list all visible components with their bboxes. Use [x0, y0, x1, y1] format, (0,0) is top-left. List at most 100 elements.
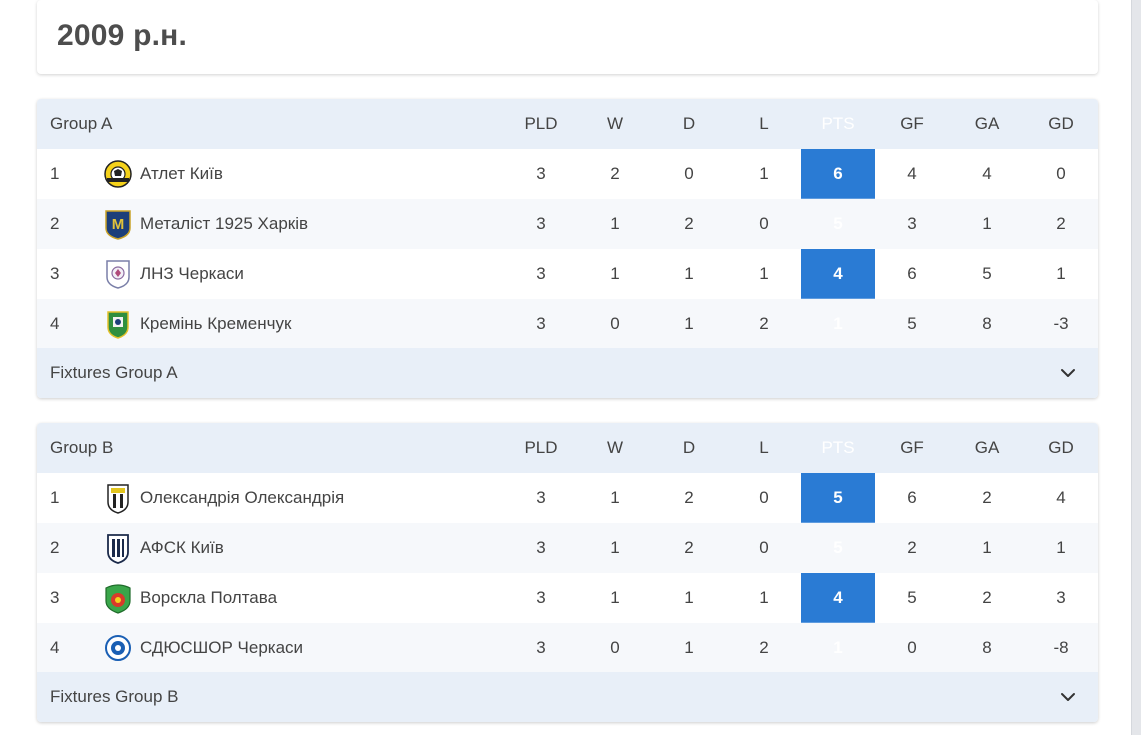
chevron-down-icon[interactable]	[1060, 365, 1076, 381]
fixtures-label: Fixtures Group B	[50, 687, 179, 706]
metalist-1925-crest-icon: M	[105, 210, 131, 240]
cell-pts: 5	[833, 488, 843, 507]
row-position: 3	[50, 264, 60, 283]
cell-pts: 4	[833, 264, 843, 283]
table-header: Group B PLD W D L PTS GF GA GD	[37, 423, 1098, 473]
pts-separator	[801, 248, 875, 249]
cell-ga: 1	[982, 214, 992, 233]
pts-separator	[801, 572, 875, 573]
col-header-d: D	[682, 438, 696, 457]
table-row[interactable]: 3 Ворскла Полтава 3 1 1 1 4 5 2 3	[37, 573, 1098, 623]
row-position: 4	[50, 314, 60, 333]
page-title: 2009 р.н.	[57, 19, 187, 52]
col-header-l: L	[759, 114, 769, 133]
chevron-down-icon[interactable]	[1060, 689, 1076, 705]
col-header-gd: GD	[1048, 438, 1074, 457]
fixtures-label: Fixtures Group A	[50, 363, 178, 382]
cell-pld: 3	[536, 314, 546, 333]
cell-pts: 4	[833, 588, 843, 607]
page-scrollbar[interactable]	[1131, 0, 1141, 735]
team-name[interactable]: Кремінь Кременчук	[140, 314, 292, 333]
cell-l: 0	[759, 214, 769, 233]
fixtures-toggle-group-b[interactable]: Fixtures Group B	[37, 672, 1098, 722]
group-a-table: Group A PLD W D L PTS GF GA GD 1 Атлет К…	[37, 99, 1098, 398]
pts-separator	[801, 522, 875, 523]
kremin-crest-icon	[107, 311, 129, 339]
cell-gf: 0	[907, 638, 917, 657]
team-name[interactable]: Олександрія Олександрія	[140, 488, 345, 507]
cell-l: 0	[759, 538, 769, 557]
cell-l: 0	[759, 488, 769, 507]
vorskla-crest-icon	[105, 584, 131, 614]
col-header-w: W	[606, 438, 624, 457]
cell-gd: -8	[1053, 638, 1069, 657]
cell-w: 1	[610, 488, 620, 507]
cell-l: 2	[759, 314, 769, 333]
cell-gf: 5	[907, 588, 917, 607]
team-name[interactable]: АФСК Київ	[140, 538, 224, 557]
pts-separator	[801, 198, 875, 199]
cell-gd: 1	[1056, 538, 1066, 557]
cell-pld: 3	[536, 164, 546, 183]
team-name[interactable]: СДЮСШОР Черкаси	[140, 638, 304, 657]
col-header-ga: GA	[974, 114, 1000, 133]
table-row[interactable]: 1 Олександрія Олександрія 3 1 2 0 5 6 2 …	[37, 473, 1098, 523]
table-row[interactable]: 4 СДЮСШОР Черкаси 3 0 1 2 1 0 8 -8	[37, 623, 1098, 673]
group-b-table: Group B PLD W D L PTS GF GA GD 1 Олексан…	[37, 423, 1098, 722]
sdyusshor-crest-icon	[105, 635, 131, 661]
cell-pld: 3	[536, 538, 546, 557]
col-header-w: W	[606, 114, 624, 133]
oleksandriya-crest-icon	[107, 484, 129, 514]
cell-pts: 5	[833, 214, 843, 233]
table-row[interactable]: 4 Кремінь Кременчук 3 0 1 2 1 5 8 -3	[37, 299, 1098, 349]
cell-pts: 6	[833, 164, 843, 183]
cell-gd: -3	[1053, 314, 1069, 333]
cell-pld: 3	[536, 264, 546, 283]
cell-w: 0	[610, 638, 620, 657]
title-card: 2009 р.н.	[37, 0, 1098, 74]
cell-gf: 4	[907, 164, 917, 183]
table-row[interactable]: 1 Атлет Київ 3 2 0 1 6 4 4 0	[37, 149, 1098, 199]
cell-ga: 5	[982, 264, 992, 283]
cell-d: 2	[684, 214, 694, 233]
col-header-pts: PTS	[821, 438, 855, 457]
row-position: 2	[50, 538, 60, 557]
table-row[interactable]: 2 M Металіст 1925 Харків 3 1 2 0 5 3 1 2	[37, 199, 1098, 249]
cell-gf: 5	[907, 314, 917, 333]
team-name[interactable]: Металіст 1925 Харків	[140, 214, 309, 233]
cell-gf: 6	[907, 264, 917, 283]
fixtures-toggle-group-a[interactable]: Fixtures Group A	[37, 348, 1098, 398]
col-header-gd: GD	[1048, 114, 1074, 133]
cell-d: 1	[684, 638, 694, 657]
cell-ga: 1	[982, 538, 992, 557]
col-header-gf: GF	[900, 438, 924, 457]
col-header-d: D	[682, 114, 696, 133]
row-position: 4	[50, 638, 60, 657]
group-name: Group B	[50, 438, 114, 457]
cell-gd: 0	[1056, 164, 1066, 183]
svg-text:M: M	[112, 216, 125, 233]
cell-w: 1	[610, 588, 620, 607]
cell-gf: 3	[907, 214, 917, 233]
cell-gd: 4	[1056, 488, 1066, 507]
cell-ga: 4	[982, 164, 992, 183]
cell-ga: 2	[982, 588, 992, 607]
cell-pts: 1	[833, 314, 843, 333]
cell-l: 2	[759, 638, 769, 657]
table-row[interactable]: 3 ЛНЗ Черкаси 3 1 1 1 4 6 5 1	[37, 249, 1098, 299]
lnz-cherkasy-crest-icon	[106, 260, 130, 289]
row-position: 1	[50, 164, 60, 183]
cell-w: 0	[610, 314, 620, 333]
table-row[interactable]: 2 АФСК Київ 3 1 2 0 5 2 1 1	[37, 523, 1098, 573]
cell-pts: 1	[833, 638, 843, 657]
cell-ga: 2	[982, 488, 992, 507]
cell-d: 2	[684, 488, 694, 507]
team-name[interactable]: ЛНЗ Черкаси	[140, 264, 244, 283]
cell-d: 1	[684, 588, 694, 607]
team-name[interactable]: Атлет Київ	[140, 164, 223, 183]
cell-pld: 3	[536, 638, 546, 657]
team-name[interactable]: Ворскла Полтава	[140, 588, 278, 607]
col-header-pts: PTS	[821, 114, 855, 133]
row-position: 1	[50, 488, 60, 507]
table-header: Group A PLD W D L PTS GF GA GD	[37, 99, 1098, 149]
